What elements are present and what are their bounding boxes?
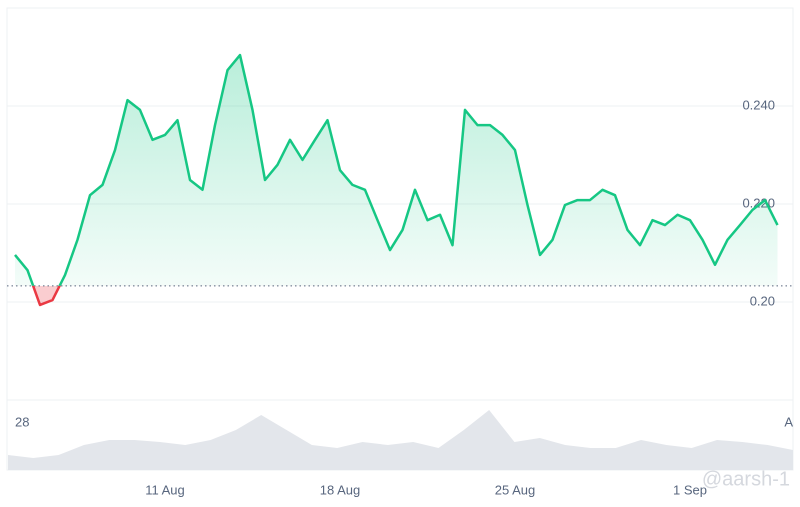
area-up: [15, 55, 778, 286]
y-tick-label: 0.240: [742, 97, 775, 112]
range-label: A: [784, 414, 793, 429]
watermark: @aarsh-1: [702, 468, 790, 490]
volume-area: [8, 410, 793, 470]
x-tick-label: 1 Sep: [673, 482, 707, 497]
x-tick-label: 11 Aug: [145, 482, 185, 497]
x-tick-label: 25 Aug: [495, 482, 536, 497]
x-tick-label: 18 Aug: [320, 482, 361, 497]
range-label: 28: [15, 414, 29, 429]
y-tick-label: 0.20: [750, 293, 775, 308]
price-line-up: [14, 53, 779, 286]
